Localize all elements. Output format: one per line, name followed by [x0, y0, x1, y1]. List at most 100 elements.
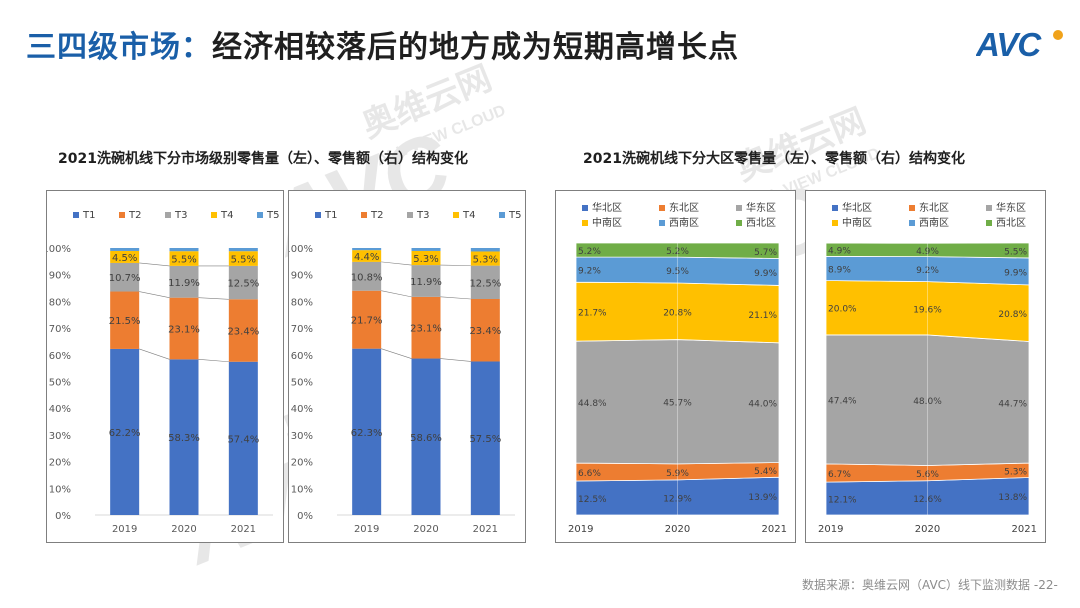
- avc-logo-dot: [1053, 30, 1063, 40]
- right-section-title: 2021洗碗机线下分大区零售量（左）、零售额（右）结构变化: [583, 151, 965, 167]
- region-volume-legend-swatch-1: [582, 205, 588, 211]
- tier-value-label-T2-2020: 23.1%: [410, 324, 442, 335]
- tier-volume-bar-T1-2020: [169, 359, 199, 515]
- region-volume-legend-swatch-2: [659, 205, 665, 211]
- tier-value-legend-swatch-5: [499, 212, 505, 218]
- tier-value-label-T1-2019: 62.3%: [351, 428, 383, 439]
- region-value-legend-label-2: 东北区: [919, 201, 949, 214]
- tier-volume-ytick-8: 80%: [49, 297, 71, 308]
- tier-volume-label-T4-2020: 5.5%: [171, 255, 196, 266]
- region-value-legend-label-4: 中南区: [842, 216, 872, 229]
- region-value-label-华北区-2019: 12.1%: [828, 496, 857, 506]
- tier-value-label-T4-2021: 5.3%: [473, 255, 498, 266]
- region-value-legend-label-5: 西南区: [919, 216, 949, 229]
- data-source: 数据来源：奥维云网（AVC）线下监测数据: [802, 578, 1031, 592]
- tier-volume-ytick-3: 30%: [49, 431, 71, 442]
- tier-value-label-T2-2019: 21.7%: [351, 316, 383, 327]
- page-title-rest: 经济相较落后的地方成为短期高增长点: [212, 30, 739, 65]
- region-volume-xtick-2020: 2020: [665, 524, 690, 535]
- tier-volume-connector-3-1: [139, 262, 170, 267]
- tier-value-label-T3-2019: 10.8%: [351, 272, 383, 283]
- tier-value-bar-T2-2019: [352, 290, 382, 349]
- tier-value-ytick-3: 30%: [291, 431, 313, 442]
- tier-volume-xtick-2019: 2019: [112, 524, 137, 535]
- region-value-legend-swatch-5: [909, 220, 915, 226]
- region-value-legend-swatch-6: [986, 220, 992, 226]
- region-value-label-西北区-2019: 4.9%: [828, 247, 851, 257]
- tier-value-label-T1-2021: 57.5%: [469, 434, 501, 445]
- avc-logo: AVC: [976, 26, 1063, 62]
- tier-value-bar-T3-2019: [352, 261, 382, 291]
- tier-value-xtick-2021: 2021: [473, 524, 498, 535]
- tier-volume-bar-T5-2021: [228, 248, 258, 252]
- region-value-label-东北区-2021: 5.3%: [1004, 467, 1027, 477]
- tier-value-bar-T1-2021: [470, 361, 500, 515]
- tier-value-label-T4-2019: 4.4%: [354, 252, 379, 263]
- tier-volume-legend-label-2: T2: [128, 210, 141, 221]
- region-volume-label-华北区-2019: 12.5%: [578, 495, 607, 505]
- tier-value-label-T4-2020: 5.3%: [413, 254, 438, 265]
- tier-value-bar-T5-2019: [352, 248, 382, 251]
- tier-volume-ytick-1: 10%: [49, 484, 71, 495]
- tier-volume-label-T2-2020: 23.1%: [168, 325, 200, 336]
- tier-value-bar-T5-2020: [411, 248, 441, 251]
- tier-volume-ytick-2: 20%: [49, 458, 71, 469]
- region-volume-label-中南区-2019: 21.7%: [578, 309, 607, 319]
- tier-volume-label-T1-2019: 62.2%: [109, 428, 141, 439]
- tier-volume-label-T3-2021: 12.5%: [227, 279, 259, 290]
- chart-panel-region-volume: 华北区 东北区 华东区 中南区 西南区 西北区 12.5% 12.9% 13.9% 6.6% 5.9…: [555, 190, 796, 543]
- tier-value-bar-T3-2021: [470, 265, 500, 299]
- tier-value-bar-T4-2020: [411, 250, 441, 266]
- region-value-legend-label-1: 华北区: [842, 201, 872, 214]
- tier-volume-label-T3-2020: 11.9%: [168, 278, 200, 289]
- tier-value-bar-T1-2019: [352, 348, 382, 515]
- tier-value-bar-T2-2020: [411, 296, 441, 359]
- tier-value-xtick-2019: 2019: [354, 524, 379, 535]
- left-section-title: 2021洗碗机线下分市场级别零售量（左）、零售额（右）结构变化: [58, 151, 468, 167]
- avc-logo-text: AVC: [976, 26, 1042, 62]
- tier-volume-connector-1-1: [139, 348, 170, 360]
- tier-value-bar-T2-2021: [470, 298, 500, 362]
- region-volume-label-西南区-2021: 9.9%: [754, 269, 777, 279]
- tier-value-ytick-1: 10%: [291, 484, 313, 495]
- region-value-label-东北区-2019: 6.7%: [828, 470, 851, 480]
- tier-volume-ytick-0: 0%: [55, 511, 71, 522]
- tier-volume-legend-label-5: T5: [266, 210, 279, 221]
- tier-value-label-T3-2021: 12.5%: [469, 278, 501, 289]
- tier-value-legend-label-1: T1: [324, 210, 337, 221]
- region-volume-legend-label-5: 西南区: [669, 216, 699, 229]
- tier-value-legend-label-4: T4: [462, 210, 475, 221]
- tier-value-connector-3-1: [381, 261, 412, 266]
- tier-volume-label-T2-2021: 23.4%: [227, 327, 259, 338]
- tier-value-legend-swatch-2: [361, 212, 367, 218]
- tier-volume-ytick-5: 50%: [49, 378, 71, 389]
- tier-value-ytick-6: 60%: [291, 351, 313, 362]
- region-value-legend-swatch-2: [909, 205, 915, 211]
- tier-value-bar-T5-2021: [470, 248, 500, 252]
- tier-volume-ytick-7: 70%: [49, 324, 71, 335]
- tier-value-ytick-5: 50%: [291, 378, 313, 389]
- tier-volume-legend-label-4: T4: [220, 210, 233, 221]
- tier-volume-connector-1-2: [198, 359, 229, 363]
- region-value-label-华东区-2019: 47.4%: [828, 396, 857, 406]
- tier-volume-bar-T1-2019: [110, 348, 140, 515]
- tier-volume-label-T3-2019: 10.7%: [109, 273, 141, 284]
- tier-value-connector-2-2: [440, 296, 471, 300]
- chart-tier-volume: T1 T2 T3 T4 T5 0% 10% 20% 30% 40% 50% 60% 70% 80% 90% 1…: [47, 210, 279, 535]
- tier-value-legend-swatch-1: [315, 212, 321, 218]
- region-value-legend-label-3: 华东区: [996, 201, 1026, 214]
- tier-value-ytick-0: 0%: [297, 511, 313, 522]
- region-volume-label-东北区-2021: 5.4%: [754, 467, 777, 477]
- footer: 数据来源：奥维云网（AVC）线下监测数据 -22-: [802, 576, 1058, 593]
- tier-value-legend-label-2: T2: [370, 210, 383, 221]
- region-volume-label-西北区-2019: 5.2%: [578, 247, 601, 257]
- watermark-cn-1: 奥维云网: [357, 59, 497, 145]
- tier-value-ytick-10: 100%: [289, 244, 313, 255]
- tier-volume-legend-swatch-5: [257, 212, 263, 218]
- region-value-legend-label-6: 西北区: [996, 217, 1026, 229]
- region-volume-legend-swatch-5: [659, 220, 665, 226]
- region-value-label-中南区-2019: 20.0%: [828, 305, 857, 315]
- tier-volume-label-T1-2020: 58.3%: [168, 433, 200, 444]
- region-value-label-华东区-2021: 44.7%: [998, 399, 1027, 409]
